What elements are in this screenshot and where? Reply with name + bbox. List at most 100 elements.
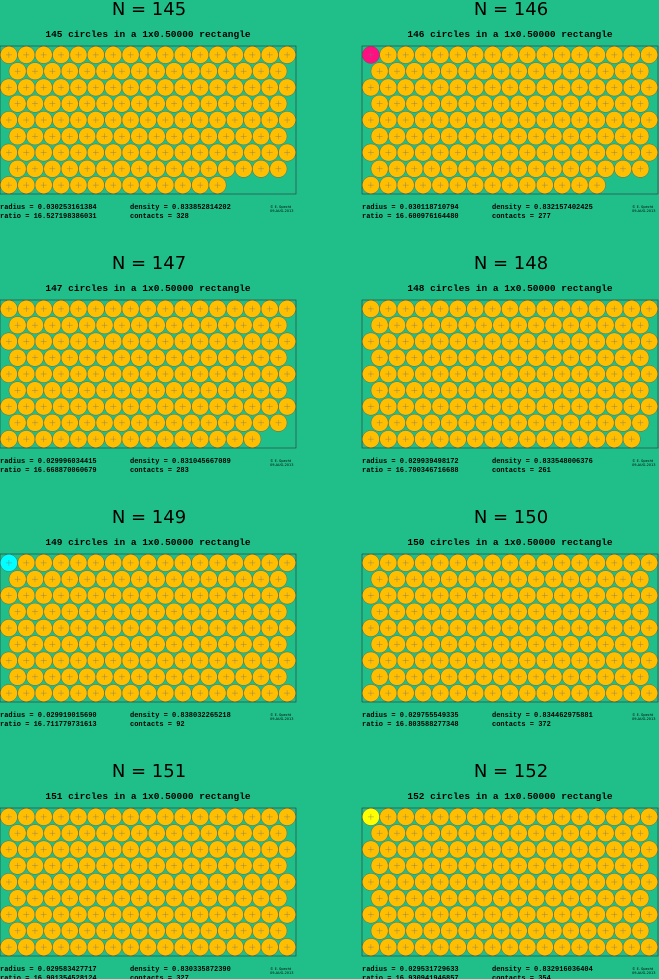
circle-contact-lines: [205, 133, 212, 140]
circle-contact-lines: [14, 354, 21, 361]
circle-contact-lines: [14, 641, 21, 648]
circle-contact-lines: [179, 911, 186, 918]
circle-contact-lines: [402, 657, 409, 664]
circle-contact-lines: [611, 813, 618, 820]
circle-contact-lines: [602, 100, 609, 107]
circle-contact-lines: [376, 354, 383, 361]
circle-contact-lines: [197, 117, 204, 123]
circle-contact-lines: [266, 592, 273, 599]
circle-contact-lines: [507, 813, 513, 820]
circle-contact-lines: [480, 100, 487, 107]
circle-contact-lines: [480, 419, 487, 426]
circle-contact-lines: [249, 879, 256, 885]
radius-text: radius = 0.029919015690: [0, 712, 97, 720]
circle-contact-lines: [437, 846, 444, 853]
circle-contact-lines: [231, 117, 238, 123]
circle-contact-lines: [197, 625, 204, 631]
circle-contact-lines: [84, 673, 91, 680]
circle-contact-lines: [66, 641, 73, 648]
circle-contact-lines: [171, 68, 178, 75]
circle-contact-lines: [567, 927, 574, 934]
circle-contact-lines: [188, 354, 195, 361]
circle-contact-lines: [593, 149, 600, 156]
circle-contact-lines: [49, 100, 56, 107]
circle-contact-lines: [179, 84, 186, 91]
circle-contact-lines: [524, 625, 531, 631]
circle-contact-lines: [231, 436, 238, 443]
circle-contact-lines: [84, 576, 91, 583]
circle-contact-lines: [223, 165, 230, 172]
circle-contact-lines: [92, 657, 99, 664]
ratio-text: ratio = 16.527198386031: [0, 213, 97, 221]
circle-contact-lines: [576, 559, 583, 566]
circle-contact-lines: [84, 830, 91, 837]
circle-contact-lines: [550, 641, 557, 648]
circle-contact-lines: [480, 68, 487, 75]
circle-contact-lines: [611, 625, 618, 631]
circle-contact-lines: [472, 403, 479, 410]
circle-contact-lines: [162, 371, 169, 377]
circle-contact-lines: [393, 895, 400, 902]
copyright-text: © E. Specht: [270, 967, 292, 971]
panel-title: N = 150: [474, 507, 548, 528]
date-text: 09-AUG-2013: [270, 717, 293, 721]
circle-contact-lines: [162, 559, 169, 566]
circle-contact-lines: [101, 895, 108, 902]
circle-contact-lines: [585, 387, 592, 394]
circle-contact-lines: [593, 182, 600, 189]
circle-contact-lines: [611, 846, 618, 853]
circle-contact-lines: [437, 944, 444, 951]
circle-contact-lines: [5, 403, 12, 410]
circle-contact-lines: [118, 68, 125, 75]
circle-contact-lines: [136, 862, 143, 869]
circle-contact-lines: [231, 338, 238, 345]
circle-contact-lines: [602, 862, 609, 869]
circle-contact-lines: [393, 608, 400, 615]
circle-contact-lines: [127, 338, 134, 345]
circle-contact-lines: [646, 338, 653, 345]
circle-contact-lines: [420, 305, 427, 312]
circle-contact-lines: [472, 436, 479, 443]
circle-contact-lines: [14, 419, 21, 426]
circle-contact-lines: [145, 371, 151, 377]
circle-contact-lines: [214, 371, 221, 377]
circle-contact-lines: [559, 657, 566, 664]
circle-contact-lines: [14, 68, 21, 75]
circle-contact-lines: [559, 625, 566, 631]
circle-contact-lines: [507, 944, 513, 951]
circle-contact-lines: [179, 690, 186, 697]
circle-contact-lines: [454, 182, 461, 189]
circle-contact-lines: [576, 813, 583, 820]
circle-contact-lines: [611, 149, 618, 156]
circle-contact-lines: [446, 641, 453, 648]
circle-contact-lines: [14, 673, 21, 680]
circle-contact-lines: [118, 576, 125, 583]
circle-contact-lines: [437, 51, 444, 58]
circle-contact-lines: [559, 182, 566, 189]
circle-contact-lines: [23, 371, 30, 377]
circle-contact-lines: [275, 354, 282, 361]
circle-contact-lines: [58, 813, 65, 820]
circle-contact-lines: [541, 559, 548, 566]
circle-contact-lines: [428, 830, 435, 837]
circle-contact-lines: [541, 625, 548, 631]
circle-contact-lines: [498, 100, 505, 107]
circle-contact-lines: [367, 846, 374, 853]
circle-contact-lines: [40, 117, 47, 123]
circle-contact-lines: [454, 944, 461, 951]
circle-contact-lines: [498, 673, 505, 680]
circle-contact-lines: [84, 862, 91, 869]
circle-contact-lines: [223, 354, 230, 361]
circle-contact-lines: [454, 84, 461, 91]
circle-contact-lines: [515, 68, 522, 75]
circle-contact-lines: [58, 338, 65, 345]
circle-contact-lines: [472, 182, 479, 189]
circle-contact-lines: [84, 322, 91, 329]
circle-contact-lines: [284, 117, 291, 123]
circle-contact-lines: [385, 117, 392, 123]
circle-contact-lines: [402, 813, 409, 820]
circle-contact-lines: [258, 673, 265, 680]
circle-contact-lines: [127, 403, 134, 410]
circle-contact-lines: [507, 879, 513, 885]
circle-contact-lines: [393, 100, 400, 107]
